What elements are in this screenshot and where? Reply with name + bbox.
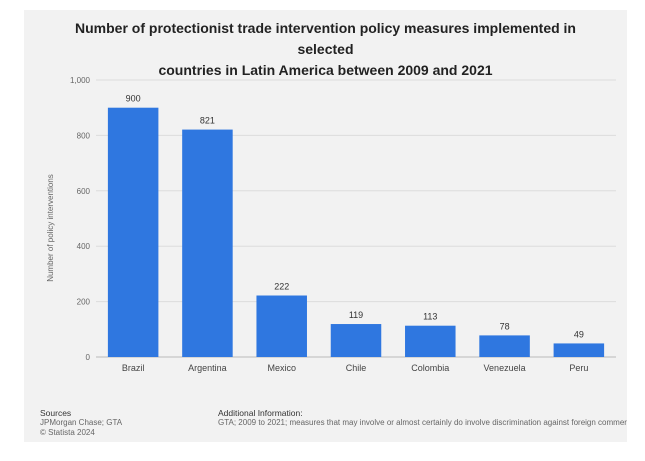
bar-peru bbox=[553, 343, 605, 357]
data-label: 821 bbox=[200, 116, 215, 126]
bar-mexico bbox=[256, 295, 307, 357]
bar-argentina bbox=[182, 129, 233, 357]
sources-text: JPMorgan Chase; GTA bbox=[40, 418, 123, 427]
sources-block: Sources JPMorgan Chase; GTA © Statista 2… bbox=[40, 408, 122, 438]
additional-info-heading: Additional Information: bbox=[218, 408, 303, 418]
additional-info-block: Additional Information: GTA; 2009 to 202… bbox=[218, 408, 627, 428]
bars bbox=[107, 107, 605, 357]
bar-brazil bbox=[107, 107, 159, 357]
data-labels: 900 821 222 119 113 78 49 bbox=[126, 94, 584, 340]
sources-heading: Sources bbox=[40, 408, 72, 418]
data-label: 113 bbox=[423, 312, 437, 322]
y-tick-label: 600 bbox=[77, 187, 91, 196]
category-label: Argentina bbox=[188, 363, 227, 373]
x-axis-categories: Brazil Argentina Mexico Chile Colombia Venezu… bbox=[122, 363, 588, 373]
copyright-text: © Statista 2024 bbox=[40, 428, 95, 437]
y-tick-label: 200 bbox=[77, 298, 91, 307]
additional-info-text: GTA; 2009 to 2021; measures that may inv… bbox=[218, 418, 627, 427]
category-label: Peru bbox=[569, 363, 588, 373]
y-tick-label: 400 bbox=[77, 242, 91, 251]
category-label: Brazil bbox=[122, 363, 145, 373]
y-tick-label: 800 bbox=[77, 131, 91, 140]
data-label: 900 bbox=[126, 94, 141, 104]
bar-chile bbox=[330, 324, 382, 357]
category-label: Chile bbox=[346, 363, 367, 373]
chart-title-line-2: countries in Latin America between 2009 … bbox=[158, 62, 493, 78]
data-label: 49 bbox=[574, 329, 584, 339]
y-tick-label: 1,000 bbox=[70, 76, 91, 85]
bar-chart: 0 200 400 600 800 1,000 900 821 222 119 113 78 49 B… bbox=[46, 76, 616, 373]
y-axis-ticks: 0 200 400 600 800 1,000 bbox=[70, 76, 91, 362]
bar-colombia bbox=[405, 325, 456, 357]
category-label: Mexico bbox=[267, 363, 296, 373]
data-label: 78 bbox=[500, 321, 510, 331]
y-tick-label: 0 bbox=[86, 353, 91, 362]
category-label: Colombia bbox=[411, 363, 449, 373]
chart-title-line-1: Number of protectionist trade interventi… bbox=[75, 20, 576, 57]
data-label: 119 bbox=[349, 310, 363, 320]
category-label: Venezuela bbox=[484, 363, 526, 373]
data-label: 222 bbox=[274, 282, 289, 292]
bar-venezuela bbox=[479, 335, 530, 357]
y-axis-label: Number of policy interventions bbox=[46, 174, 55, 282]
chart-title: Number of protectionist trade interventi… bbox=[54, 18, 597, 81]
chart-frame: Number of protectionist trade interventi… bbox=[24, 10, 627, 442]
